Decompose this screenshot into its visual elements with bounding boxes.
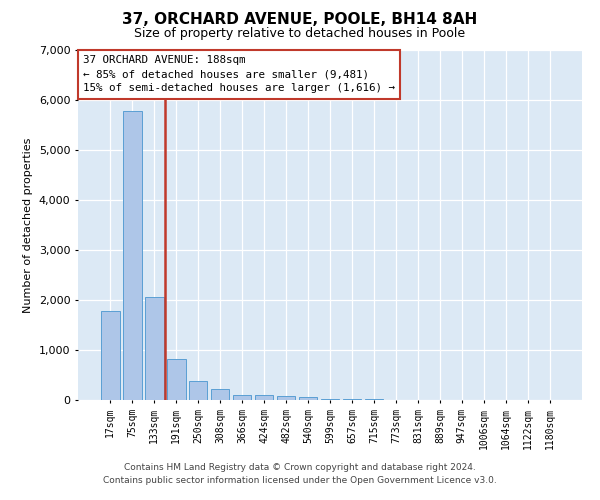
Bar <box>233 394 251 400</box>
Bar <box>320 398 340 400</box>
Bar <box>299 397 317 400</box>
Text: Size of property relative to detached houses in Poole: Size of property relative to detached ho… <box>134 26 466 40</box>
Text: Contains public sector information licensed under the Open Government Licence v3: Contains public sector information licen… <box>103 476 497 485</box>
Bar <box>167 359 185 400</box>
Bar <box>189 381 208 400</box>
Text: 37, ORCHARD AVENUE, POOLE, BH14 8AH: 37, ORCHARD AVENUE, POOLE, BH14 8AH <box>122 12 478 26</box>
Bar <box>211 389 229 400</box>
Bar <box>123 111 142 400</box>
Bar <box>343 399 361 400</box>
Bar <box>255 394 274 400</box>
Text: Contains HM Land Registry data © Crown copyright and database right 2024.: Contains HM Land Registry data © Crown c… <box>124 464 476 472</box>
Y-axis label: Number of detached properties: Number of detached properties <box>23 138 33 312</box>
Text: 37 ORCHARD AVENUE: 188sqm
← 85% of detached houses are smaller (9,481)
15% of se: 37 ORCHARD AVENUE: 188sqm ← 85% of detac… <box>83 56 395 94</box>
Bar <box>101 311 119 400</box>
Bar <box>277 396 295 400</box>
Bar <box>365 399 383 400</box>
Bar <box>145 297 164 400</box>
